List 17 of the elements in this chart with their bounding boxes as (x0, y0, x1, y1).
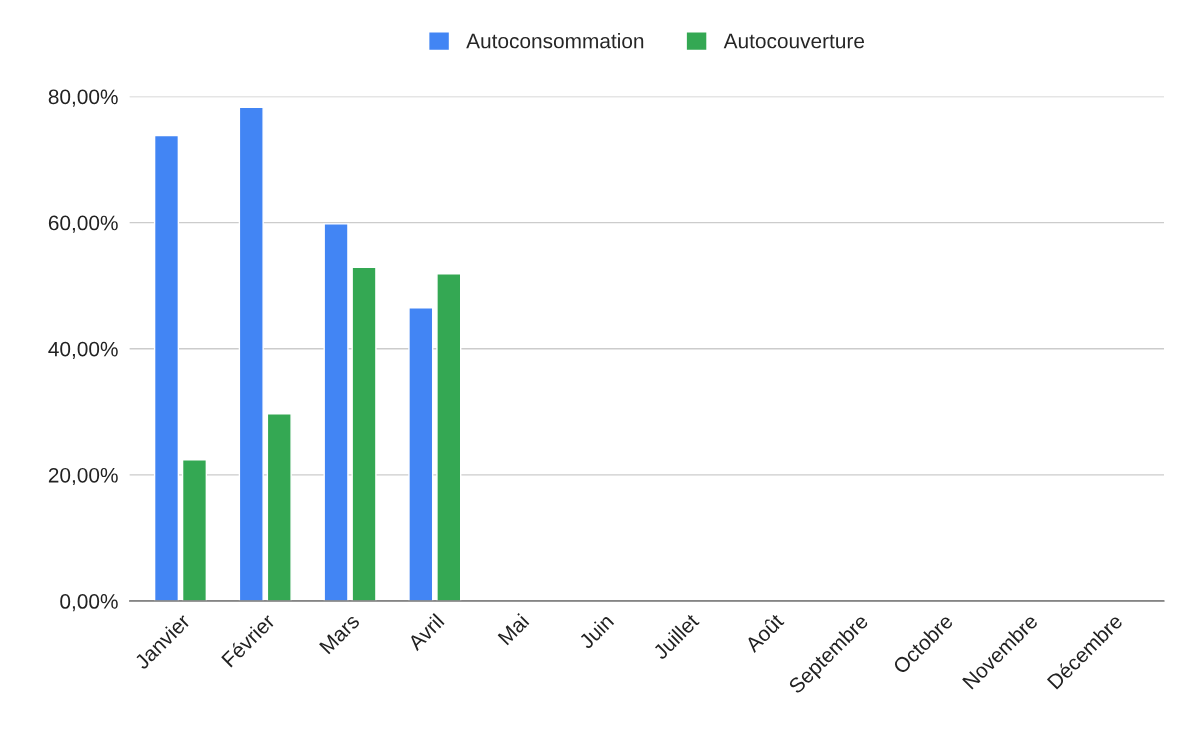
x-tick-label: Juin (577, 613, 615, 650)
y-tick-label: 60,00% (48, 215, 118, 233)
y-tick-label: 80,00% (48, 89, 118, 107)
bar (351, 266, 377, 602)
x-tick-label: Mai (497, 613, 530, 646)
bar (323, 223, 349, 602)
y-tick-label: 0,00% (60, 594, 118, 612)
legend-label: Autocouverture (723, 33, 865, 49)
bar (408, 307, 434, 602)
bar (181, 459, 208, 602)
y-tick-label: 20,00% (48, 467, 118, 486)
bar (238, 106, 264, 602)
y-tick-label: 40,00% (48, 341, 118, 359)
bar (436, 272, 462, 602)
legend-label: Autoconsommation (466, 33, 644, 49)
bar (153, 134, 180, 602)
bar (266, 413, 292, 602)
